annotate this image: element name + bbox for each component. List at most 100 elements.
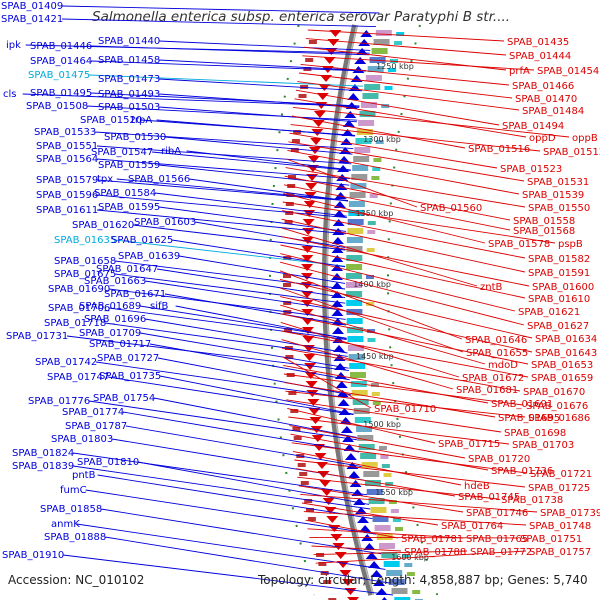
feature-block bbox=[346, 246, 363, 252]
forward-gene-arrow bbox=[344, 453, 357, 460]
reverse-leader-line bbox=[287, 149, 520, 195]
forward-leader-line bbox=[158, 59, 367, 72]
reverse-leader-line bbox=[309, 536, 518, 539]
reverse-gene-arrow bbox=[301, 309, 314, 316]
forward-gene-label: SPAB_01747 bbox=[47, 372, 109, 383]
forward-gene-arrow bbox=[337, 399, 350, 406]
forward-leader-line bbox=[122, 411, 360, 453]
forward-leader-line bbox=[114, 239, 346, 267]
feature-block bbox=[366, 489, 383, 495]
reverse-gene-label: SPAB_01591 bbox=[528, 268, 590, 279]
reverse-feature-block bbox=[316, 553, 325, 557]
reverse-feature-block bbox=[290, 148, 299, 152]
reverse-leader-line bbox=[283, 192, 486, 244]
forward-gene-label: SPAB_01731 bbox=[6, 331, 68, 342]
feature-block bbox=[348, 354, 365, 360]
reverse-gene-arrow bbox=[301, 273, 313, 280]
reverse-gene-arrow bbox=[306, 390, 319, 397]
reverse-leader-line bbox=[297, 476, 499, 500]
feature-block bbox=[372, 516, 389, 522]
reverse-leader-line bbox=[284, 175, 511, 221]
feature-block bbox=[346, 264, 363, 270]
scale-tick-label: 1300 kbp bbox=[363, 135, 401, 144]
reverse-leader-line bbox=[305, 519, 399, 539]
feature-block bbox=[346, 291, 363, 297]
feature-block bbox=[366, 275, 374, 279]
forward-leader-line bbox=[108, 307, 347, 341]
reverse-feature-block bbox=[293, 436, 302, 440]
feature-block bbox=[354, 147, 371, 153]
reverse-leader-line bbox=[279, 287, 464, 353]
forward-gene-arrow bbox=[332, 327, 344, 334]
feature-block bbox=[383, 473, 392, 477]
reverse-feature-block bbox=[300, 481, 309, 485]
reverse-leader-line bbox=[279, 278, 533, 339]
forward-leader-line bbox=[186, 150, 351, 171]
forward-leader-line bbox=[96, 194, 347, 219]
reverse-gene-arrow bbox=[307, 399, 320, 406]
reverse-gene-label: SPAB_01757 bbox=[529, 547, 591, 558]
forward-gene-arrow bbox=[340, 138, 353, 145]
reverse-leader-line bbox=[283, 184, 511, 231]
feature-block bbox=[412, 590, 421, 594]
reverse-gene-label: SPAB_01781 bbox=[401, 534, 463, 545]
feature-block bbox=[347, 219, 364, 225]
reverse-gene-label: SPAB_01736 bbox=[491, 466, 553, 477]
feature-block bbox=[356, 426, 373, 432]
forward-gene-label: sifB bbox=[150, 301, 169, 312]
reverse-gene-label: SPAB_01470 bbox=[515, 94, 577, 105]
feature-block bbox=[346, 282, 362, 288]
forward-leader-line bbox=[61, 18, 376, 28]
reverse-feature-block bbox=[284, 220, 293, 224]
forward-gene-label: SPAB_01689 bbox=[79, 301, 141, 312]
reverse-leader-line bbox=[305, 38, 507, 56]
reverse-gene-label: SPAB_01444 bbox=[509, 51, 571, 62]
feature-block bbox=[367, 66, 384, 72]
reverse-leader-line bbox=[289, 425, 466, 459]
reverse-gene-arrow bbox=[303, 354, 316, 361]
reverse-leader-line bbox=[280, 244, 526, 299]
reverse-feature-block bbox=[290, 409, 299, 413]
reverse-leader-line bbox=[300, 493, 538, 513]
reverse-leader-line bbox=[293, 106, 570, 138]
forward-leader-line bbox=[139, 332, 349, 369]
feature-block bbox=[384, 86, 393, 90]
feature-block bbox=[390, 509, 399, 513]
forward-leader-line bbox=[158, 93, 360, 109]
feature-block bbox=[368, 498, 385, 504]
forward-gene-label: SPAB_01635 bbox=[54, 235, 116, 246]
forward-gene-arrow bbox=[342, 120, 355, 127]
reverse-feature-block bbox=[323, 580, 332, 584]
reverse-gene-label: oppB bbox=[572, 133, 598, 144]
reverse-gene-label: SPAB_01725 bbox=[528, 483, 590, 494]
forward-gene-label: SPAB_01446 bbox=[30, 41, 92, 52]
reverse-leader-line bbox=[285, 167, 526, 208]
reverse-leader-line bbox=[279, 270, 463, 340]
reverse-gene-arrow bbox=[303, 201, 316, 208]
reverse-leader-line bbox=[307, 528, 464, 539]
reverse-feature-block bbox=[285, 355, 294, 359]
feature-block bbox=[391, 588, 408, 594]
reverse-gene-label: SPAB_01568 bbox=[513, 226, 575, 237]
reverse-gene-label: SPAB_01739 bbox=[540, 508, 600, 519]
forward-leader-line bbox=[100, 508, 382, 555]
reverse-gene-label: SPAB_01643 bbox=[535, 348, 597, 359]
reverse-gene-arrow bbox=[347, 597, 360, 600]
reverse-feature-block bbox=[308, 40, 317, 44]
reverse-feature-block bbox=[320, 571, 329, 575]
feature-block bbox=[348, 201, 365, 207]
forward-gene-label: SPAB_01671 bbox=[104, 289, 166, 300]
reverse-gene-label: SPAB_01454 bbox=[537, 66, 599, 77]
reverse-gene-label: SPAB_01710 bbox=[374, 404, 436, 415]
forward-gene-arrow bbox=[339, 147, 352, 154]
feature-block bbox=[355, 138, 372, 144]
forward-leader-line bbox=[158, 106, 357, 123]
feature-block bbox=[375, 140, 384, 144]
reverse-leader-line bbox=[311, 545, 402, 552]
forward-leader-line bbox=[95, 361, 352, 399]
forward-gene-label: SPAB_01706 bbox=[48, 303, 110, 314]
reverse-gene-arrow bbox=[310, 138, 323, 145]
forward-gene-label: SPAB_01735 bbox=[99, 371, 161, 382]
